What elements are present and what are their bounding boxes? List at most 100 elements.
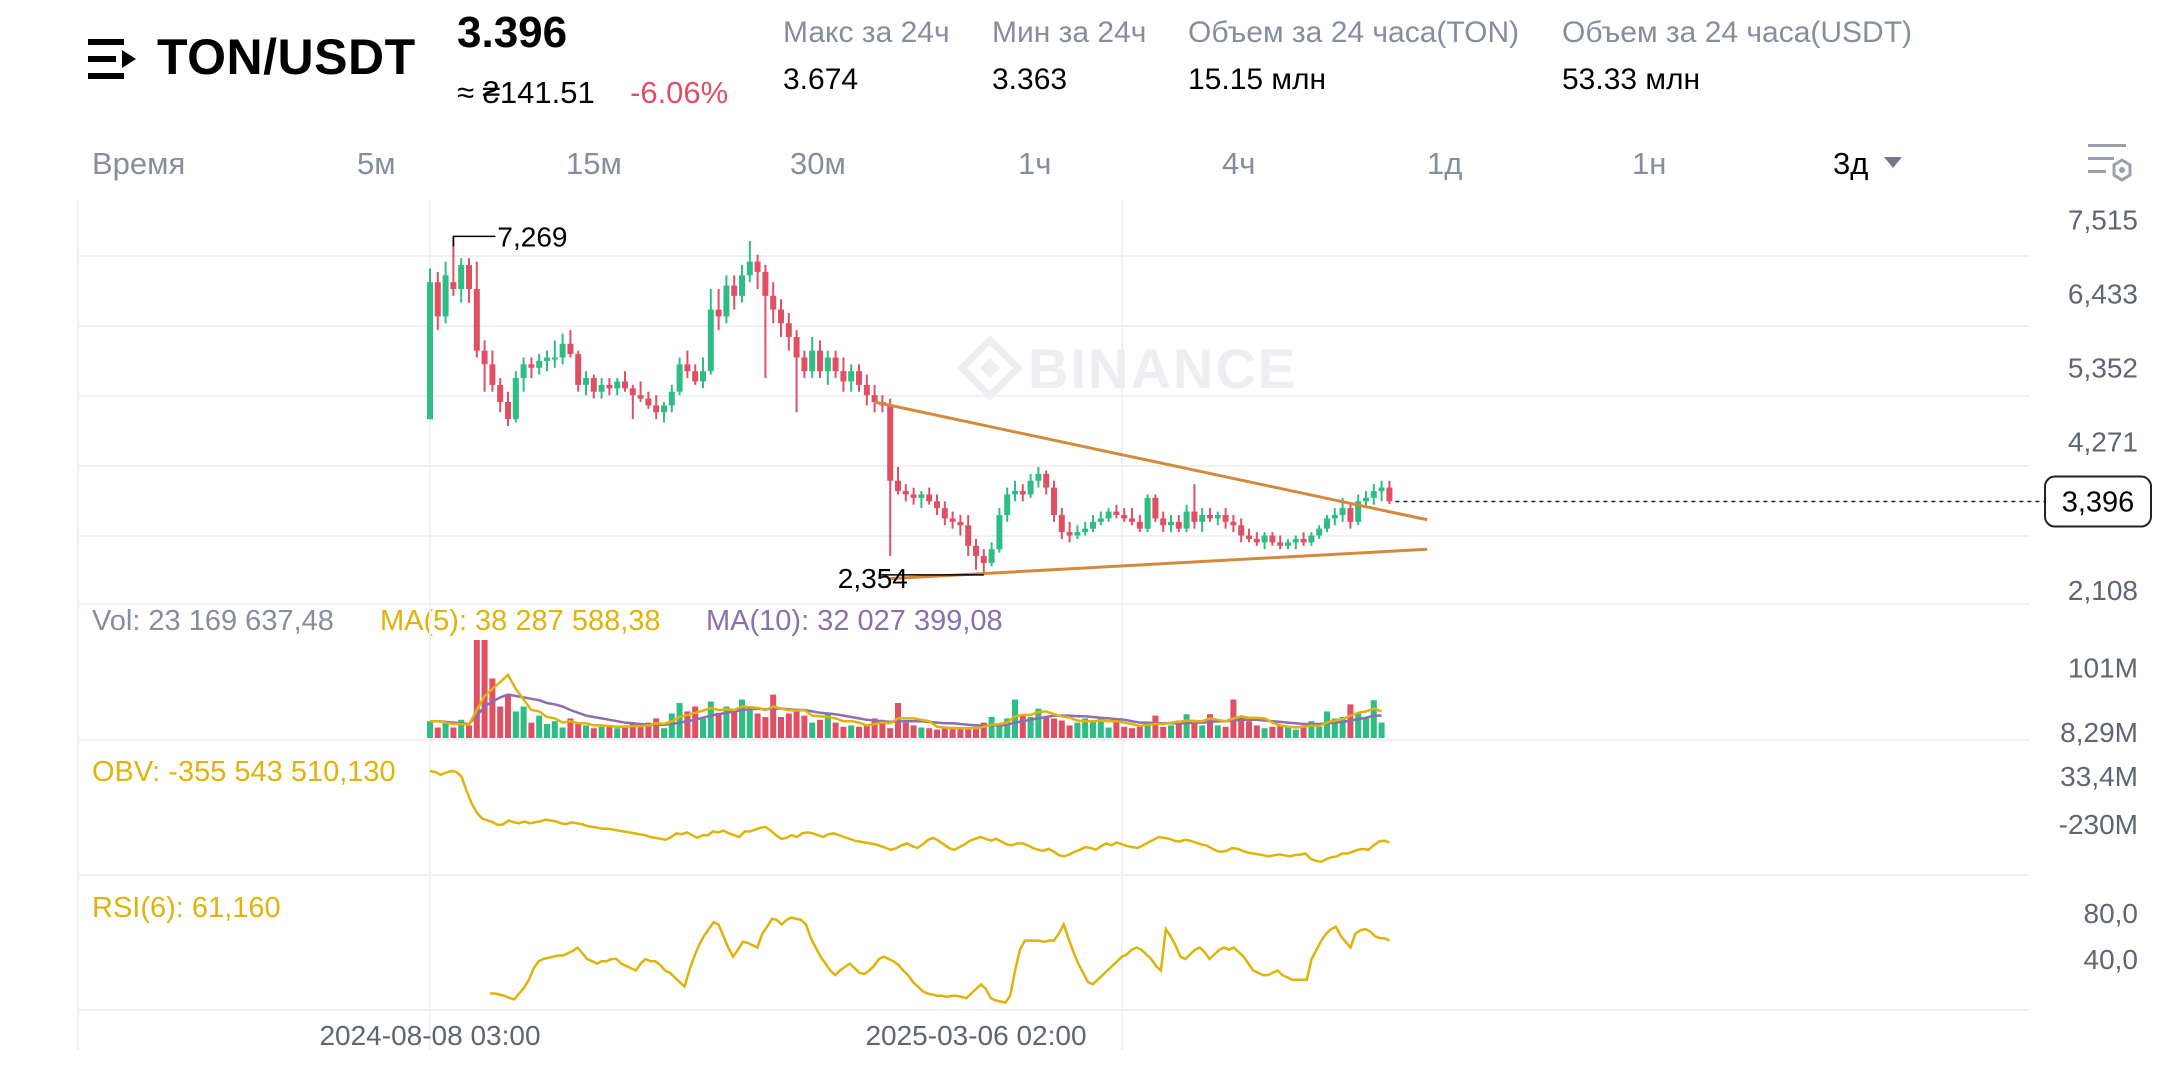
volume-bar: [770, 694, 777, 738]
candle-body: [1222, 514, 1229, 522]
candle-body: [668, 391, 675, 406]
candle-body: [809, 350, 816, 372]
volume-bar: [1378, 722, 1385, 738]
volume-bar: [567, 718, 574, 738]
obv-line: [429, 769, 1390, 864]
candle-body: [996, 514, 1003, 550]
candle-body: [1012, 491, 1018, 495]
volume-bar: [1105, 727, 1112, 738]
volume-bar: [505, 694, 511, 738]
candle-body: [1058, 514, 1065, 533]
volume-bar: [1136, 725, 1143, 738]
candle-body: [707, 309, 714, 372]
stat-vol-ton-value: 15.15 млн: [1188, 63, 1327, 96]
last-price-box: [2044, 475, 2152, 528]
candle-body: [973, 545, 979, 557]
volume-bar: [973, 726, 979, 738]
ma10-label: MA(10): 32 027 399,08: [706, 605, 1003, 637]
volume-bar: [817, 719, 823, 738]
volume-bar: [746, 708, 753, 738]
volume-bar: [1316, 726, 1323, 738]
volume-bar: [458, 719, 465, 738]
candle-body: [1238, 525, 1245, 536]
low-label: 2,354: [838, 563, 908, 594]
candle-body: [1035, 473, 1042, 481]
volume-bar: [684, 711, 691, 738]
volume-bar: [988, 717, 995, 738]
stat-high-value: 3.674: [783, 63, 859, 96]
candle-body: [887, 405, 894, 481]
rsi-panel: [490, 916, 1390, 1005]
chevron-down-icon[interactable]: [1884, 157, 1902, 168]
candle-body: [481, 350, 488, 365]
tab-1h[interactable]: 1ч: [1018, 146, 1052, 181]
candle-body: [1378, 487, 1385, 492]
volume-bar: [622, 725, 628, 738]
axis-labels: 7,515 6,433 5,352 4,271 2,108 101M 8,29M 33,4M -…: [319, 205, 2138, 1051]
candle-body: [520, 364, 527, 379]
volume-bar: [1051, 718, 1057, 738]
candle-body: [1191, 511, 1198, 522]
volume-bar: [1269, 726, 1276, 738]
candle-body: [1082, 528, 1089, 533]
stat-low-label: Мин за 24ч: [992, 16, 1147, 49]
volume-bar: [902, 722, 909, 738]
volume-bar: [965, 729, 972, 738]
volume-bar: [778, 717, 784, 738]
candle-body: [1175, 521, 1182, 529]
candle-body: [739, 275, 745, 296]
candle-body: [731, 285, 738, 296]
candle-body: [1308, 535, 1315, 543]
volume-bar: [1019, 715, 1026, 738]
candle-body: [746, 261, 753, 276]
pair-title[interactable]: TON/USDT: [157, 29, 416, 85]
tab-1d[interactable]: 1д: [1427, 146, 1463, 181]
candle-body: [458, 265, 465, 290]
candle-body: [1199, 514, 1206, 522]
volume-bar: [1090, 720, 1096, 738]
volume-bar: [1355, 712, 1362, 738]
volume-bar: [1246, 721, 1252, 738]
volume-bar: [941, 728, 948, 738]
candle-body: [1004, 494, 1011, 515]
candle-body: [528, 364, 535, 368]
volume-bar: [637, 725, 644, 738]
candle-body: [1370, 491, 1377, 498]
tab-time[interactable]: Время: [92, 146, 186, 181]
candle-body: [910, 494, 917, 498]
chart-settings-icon[interactable]: [2086, 140, 2134, 186]
rsi-tick-label: 40,0: [2084, 944, 2139, 975]
volume-bar: [707, 701, 714, 738]
candle-body: [793, 336, 800, 358]
high-label: 7,269: [497, 221, 567, 252]
tab-5m[interactable]: 5м: [357, 146, 396, 181]
volume-bar: [754, 713, 761, 738]
volume-bar: [715, 712, 722, 738]
volume-bar: [512, 711, 519, 738]
tab-3d[interactable]: 3д: [1833, 146, 1869, 181]
candle-body: [1207, 514, 1213, 519]
candle-body: [832, 357, 839, 372]
candle-body: [1324, 518, 1330, 529]
trendline: [890, 547, 1428, 581]
candle-body: [941, 508, 948, 519]
candle-body: [778, 309, 784, 324]
menu-icon[interactable]: [88, 36, 138, 82]
volume-bar: [1058, 720, 1065, 738]
candle-body: [1230, 521, 1237, 526]
chart-canvas[interactable]: BINANCE 3,396 7,269 2,354 7,515 6,433 5,352 4…: [0, 195, 2171, 1080]
volume-bar: [575, 724, 582, 738]
candle-body: [1136, 521, 1143, 529]
tab-30m[interactable]: 30м: [790, 146, 846, 181]
tab-15m[interactable]: 15м: [566, 146, 622, 181]
candle-body: [770, 295, 777, 310]
volume-bar: [1152, 715, 1159, 738]
tab-1w[interactable]: 1н: [1632, 146, 1667, 181]
volume-bar: [692, 706, 699, 738]
tab-4h[interactable]: 4ч: [1222, 146, 1256, 181]
candle-body: [489, 364, 496, 385]
ma5-label: MA(5): 38 287 588,38: [380, 605, 661, 637]
candle-body: [512, 378, 519, 420]
candle-body: [840, 371, 847, 382]
volume-bar: [1370, 700, 1377, 738]
